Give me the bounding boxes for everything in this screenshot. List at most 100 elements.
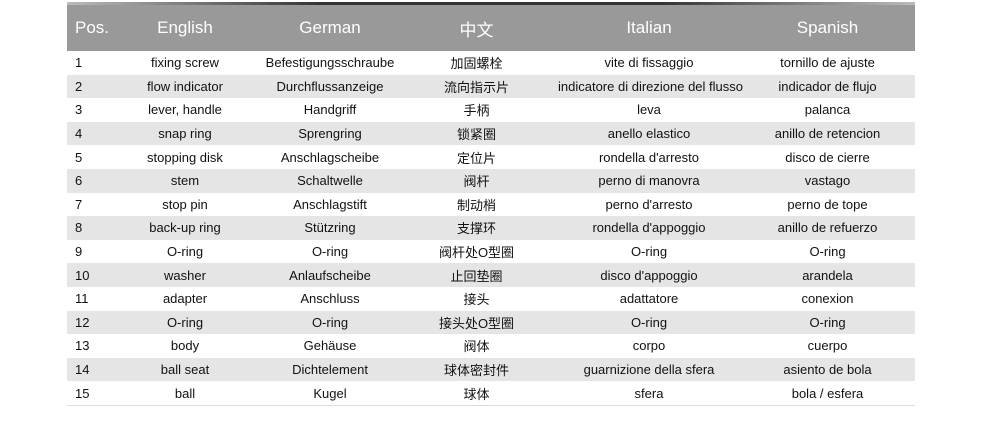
- cell-pos: 5: [75, 149, 83, 165]
- cell-german: Durchflussanzeige: [265, 74, 395, 99]
- table-row: 12 O-ring O-ring 接头处O型圈 O-ring O-ring: [67, 310, 915, 335]
- cell-pos: 14: [67, 357, 105, 382]
- cell-spanish: O-ring: [809, 244, 846, 260]
- cell-german: Stützring: [265, 216, 395, 240]
- cell-chinese: 支撑环: [395, 216, 558, 240]
- cell-spanish: anillo de refuerzo: [740, 216, 915, 240]
- cell-spanish: cuerpo: [807, 338, 848, 354]
- cell-pos: 1: [75, 55, 83, 71]
- header-chinese: 中文: [395, 5, 558, 51]
- cell-italian: vite di fissaggio: [604, 55, 694, 71]
- cell-german: Kugel: [265, 381, 395, 406]
- parts-table-container: Pos. English German 中文 Italian Spanish 1 fixin…: [67, 2, 915, 406]
- cell-spanish: conexion: [801, 291, 854, 307]
- table-row: 10 washer Anlaufscheibe 止回垫圈 disco d'appoggi…: [67, 263, 915, 287]
- table-row: 2 flow indicator Durchflussanzeige 流向指示片 ind…: [67, 74, 915, 99]
- cell-italian: adattatore: [619, 291, 679, 307]
- cell-italian: sfera: [558, 381, 740, 406]
- table-row: 1 fixing screw Befestigungsschraube 加固螺栓 vit…: [67, 51, 915, 75]
- cell-english: back-up ring: [105, 216, 265, 240]
- cell-pos: 4: [67, 121, 105, 146]
- cell-chinese: 流向指示片: [395, 74, 558, 99]
- table-row: 11 adapter Anschluss 接头 adattatore conexion: [67, 287, 915, 311]
- cell-chinese: 阀杆: [395, 168, 558, 193]
- cell-chinese: 加固螺栓: [450, 56, 503, 72]
- cell-chinese: 制动梢: [456, 197, 496, 213]
- cell-pos: 11: [75, 291, 89, 307]
- cell-chinese: 手柄: [463, 103, 490, 119]
- cell-pos: 13: [75, 338, 90, 354]
- cell-german: Sprengring: [265, 121, 395, 146]
- header-german: German: [265, 5, 395, 51]
- cell-spanish: anillo de retencion: [740, 121, 915, 146]
- cell-english: ball seat: [105, 357, 265, 382]
- table-row: 3 lever, handle Handgriff 手柄 leva palanca: [67, 98, 915, 122]
- cell-chinese: 球体密封件: [395, 357, 558, 382]
- cell-chinese: 接头: [463, 292, 490, 308]
- cell-english: washer: [105, 263, 265, 287]
- cell-chinese: 止回垫圈: [395, 263, 558, 287]
- table-row: 15 ball Kugel 球体 sfera bola / esfera: [67, 381, 915, 406]
- cell-english: snap ring: [105, 121, 265, 146]
- table-row: 4 snap ring Sprengring 锁紧圈 anello elastico an…: [67, 121, 915, 146]
- cell-italian: guarnizione della sfera: [558, 357, 740, 382]
- header-english: English: [105, 5, 265, 51]
- table-row: 9 O-ring O-ring 阀杆处O型圈 O-ring O-ring: [67, 240, 915, 264]
- cell-pos: 3: [75, 102, 83, 118]
- cell-italian: perno d'arresto: [605, 196, 693, 212]
- cell-spanish: palanca: [804, 102, 851, 118]
- cell-chinese: 定位片: [456, 150, 496, 166]
- cell-german: Handgriff: [303, 102, 357, 118]
- cell-german: O-ring: [265, 310, 395, 335]
- cell-pos: 7: [75, 196, 83, 212]
- cell-english: body: [170, 338, 200, 354]
- header-spanish: Spanish: [740, 5, 915, 51]
- cell-spanish: arandela: [740, 263, 915, 287]
- cell-pos: 6: [67, 168, 105, 193]
- cell-pos: 12: [67, 310, 105, 335]
- parts-table: Pos. English German 中文 Italian Spanish 1 fixin…: [67, 5, 915, 406]
- cell-german: Anlaufscheibe: [265, 263, 395, 287]
- cell-italian: rondella d'appoggio: [558, 216, 740, 240]
- cell-english: stopping disk: [147, 149, 223, 165]
- cell-english: ball: [105, 381, 265, 406]
- cell-spanish: bola / esfera: [740, 381, 915, 406]
- cell-italian: anello elastico: [558, 121, 740, 146]
- cell-chinese: 锁紧圈: [395, 121, 558, 146]
- cell-english: fixing screw: [151, 55, 219, 71]
- cell-german: Anschlagscheibe: [280, 149, 380, 165]
- cell-chinese: 接头处O型圈: [395, 310, 558, 335]
- cell-english: adapter: [162, 291, 208, 307]
- cell-english: stop pin: [162, 196, 208, 212]
- cell-spanish: perno de tope: [787, 196, 868, 212]
- cell-spanish: O-ring: [740, 310, 915, 335]
- cell-pos: 8: [67, 216, 105, 240]
- cell-italian: leva: [637, 102, 661, 118]
- cell-pos: 10: [67, 263, 105, 287]
- table-row: 8 back-up ring Stützring 支撑环 rondella d'appo…: [67, 216, 915, 240]
- table-row: 14 ball seat Dichtelement 球体密封件 guarnizione …: [67, 357, 915, 382]
- cell-italian: rondella d'arresto: [598, 149, 700, 165]
- cell-italian: perno di manovra: [558, 168, 740, 193]
- cell-italian: disco d'appoggio: [558, 263, 740, 287]
- cell-pos: 2: [67, 74, 105, 99]
- cell-italian: O-ring: [630, 244, 668, 260]
- cell-chinese: 阀杆处O型圈: [438, 245, 515, 261]
- table-row: 7 stop pin Anschlagstift 制动梢 perno d'arresto…: [67, 193, 915, 217]
- cell-german: Gehäuse: [303, 338, 357, 354]
- cell-italian: corpo: [632, 338, 666, 354]
- cell-pos: 9: [75, 244, 83, 260]
- cell-english: O-ring: [105, 310, 265, 335]
- header-pos: Pos.: [67, 5, 109, 51]
- header-row: Pos. English German 中文 Italian Spanish: [67, 5, 915, 51]
- cell-german: Schaltwelle: [265, 168, 395, 193]
- table-row: 5 stopping disk Anschlagscheibe 定位片 rondella…: [67, 145, 915, 169]
- header-italian: Italian: [558, 5, 740, 51]
- cell-german: Befestigungsschraube: [265, 55, 395, 71]
- cell-italian: O-ring: [558, 310, 740, 335]
- table-row: 13 body Gehäuse 阀体 corpo cuerpo: [67, 334, 915, 358]
- cell-spanish: tornillo de ajuste: [780, 55, 875, 71]
- cell-chinese: 球体: [395, 381, 558, 406]
- cell-english: flow indicator: [105, 74, 265, 99]
- table-row: 6 stem Schaltwelle 阀杆 perno di manovra vastag…: [67, 168, 915, 193]
